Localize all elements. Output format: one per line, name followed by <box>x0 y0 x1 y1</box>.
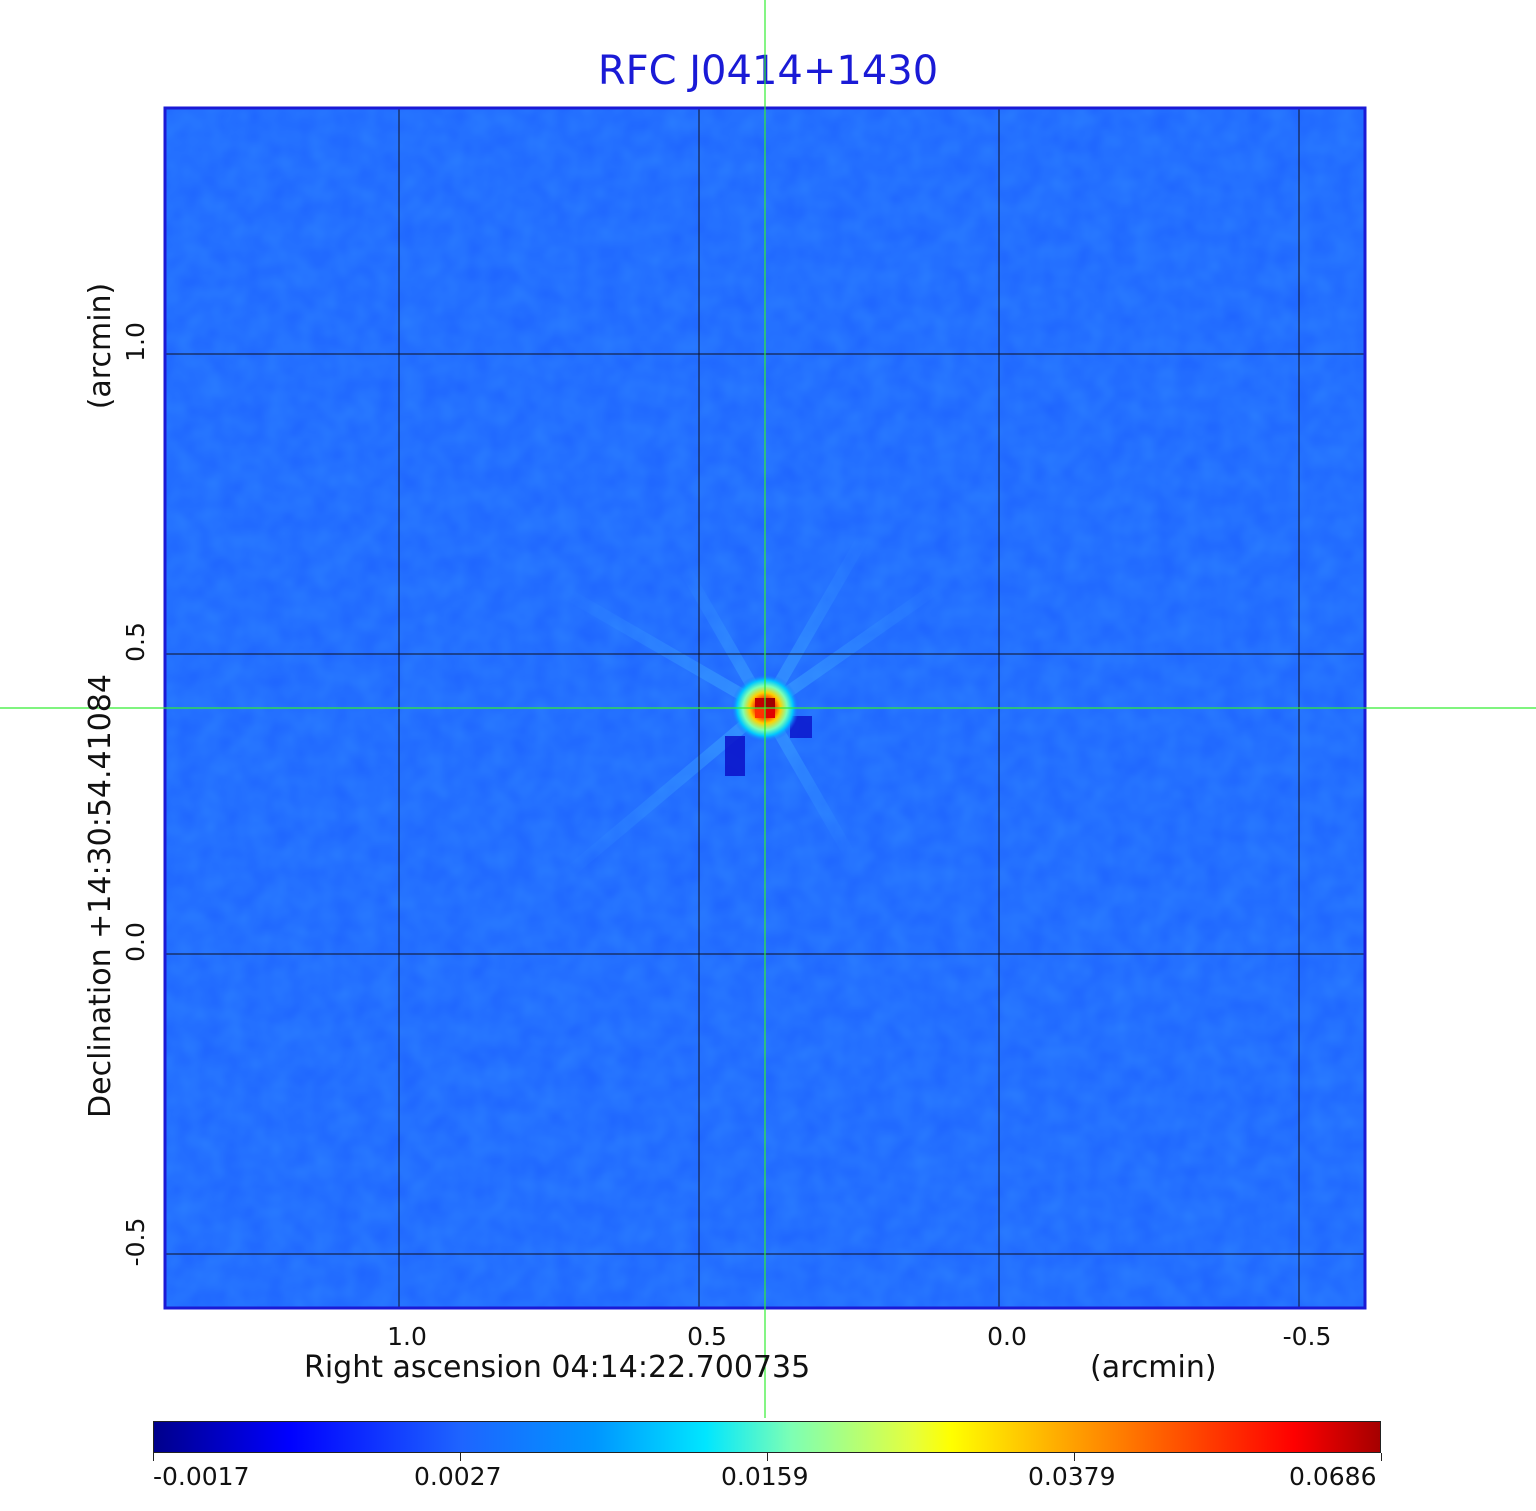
y-tick-label: -0.5 <box>121 1217 150 1267</box>
colorbar <box>153 1421 1381 1453</box>
colorbar-tick-mark <box>1381 1453 1382 1461</box>
sidelobe-spoke <box>679 566 771 711</box>
y-tick-label: 1.0 <box>121 322 150 362</box>
negative-sidelobe <box>725 736 745 776</box>
colorbar-tick-mark <box>767 1453 768 1461</box>
x-tick-label: 0.5 <box>687 1322 727 1351</box>
sidelobe-spoke <box>562 587 768 714</box>
y-tick-label: 0.5 <box>121 622 150 662</box>
sidelobe-spoke <box>759 531 871 711</box>
colorbar-tick-label: 0.0686 <box>1289 1462 1377 1491</box>
chart-title: RFC J0414+1430 <box>597 48 939 94</box>
peak-pixel <box>755 708 765 718</box>
peak-pixel <box>765 698 775 708</box>
sidelobe-spoke-band <box>562 587 768 714</box>
colorbar-tick-mark <box>1074 1453 1075 1461</box>
colorbar-tick-label: -0.0017 <box>153 1462 250 1491</box>
colorbar-tick-label: 0.0027 <box>414 1462 502 1491</box>
y-tick-label: 0.0 <box>121 922 150 962</box>
colorbar-tick-label: 0.0159 <box>721 1462 809 1491</box>
sidelobe-spoke-band <box>679 566 771 711</box>
x-tick-label: 0.0 <box>987 1322 1027 1351</box>
x-tick-label: 1.0 <box>387 1322 427 1351</box>
sidelobe-spoke <box>561 703 769 880</box>
colorbar-tick-label: 0.0379 <box>1028 1462 1116 1491</box>
sidelobe-spoke <box>759 705 856 859</box>
peak-pixel <box>755 698 765 708</box>
colorbar-tick-mark <box>460 1453 461 1461</box>
peak-pixel <box>765 708 775 718</box>
crosshair <box>0 0 1536 1418</box>
colorbar-tick-mark <box>153 1453 154 1461</box>
sidelobe-spoke <box>761 582 941 713</box>
sidelobe-spoke-band <box>759 705 856 859</box>
sidelobe-spoke-band <box>761 582 941 713</box>
source-features <box>561 531 941 880</box>
sidelobe-spoke-band <box>759 531 871 711</box>
y-axis-unit: (arcmin) <box>83 282 118 410</box>
x-tick-label: -0.5 <box>1282 1322 1332 1351</box>
sidelobe-spoke-band <box>561 703 769 880</box>
y-axis-label: Declination +14:30:54.41084 <box>83 674 118 1118</box>
x-axis-label: Right ascension 04:14:22.700735 <box>304 1350 811 1385</box>
x-axis-unit: (arcmin) <box>1090 1350 1217 1385</box>
